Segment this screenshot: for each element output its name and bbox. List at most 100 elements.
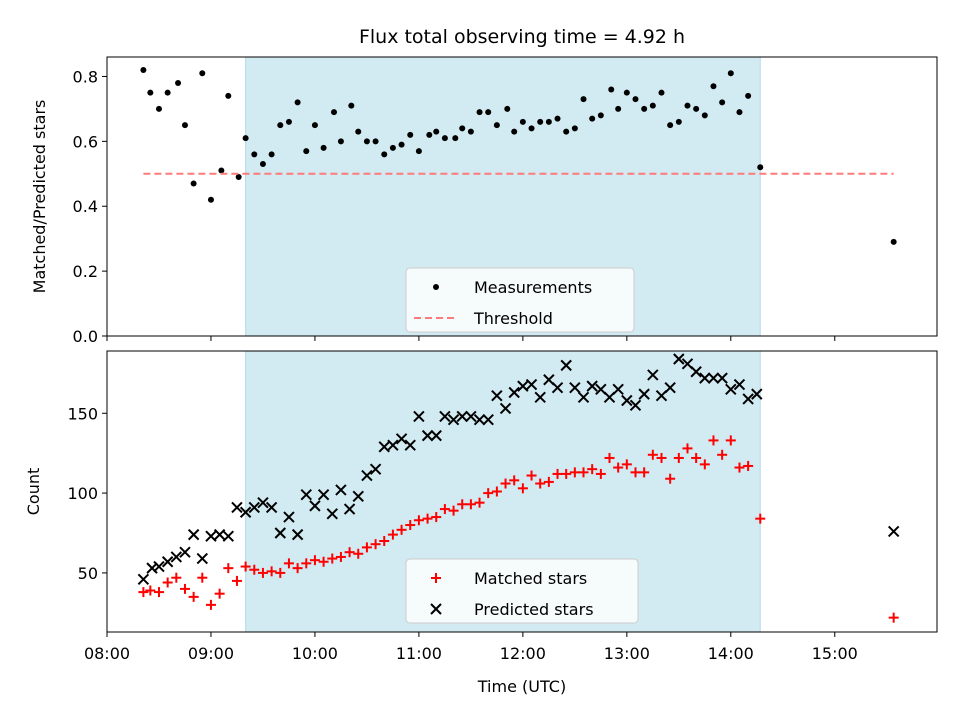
matched-stars-point (682, 443, 693, 454)
measurements-point (615, 105, 622, 112)
matched-stars-point (543, 476, 554, 487)
predicted-stars-point (551, 382, 564, 394)
measurements-point (580, 96, 587, 103)
measurements-point (155, 105, 162, 112)
measurements-point (554, 115, 561, 122)
predicted-stars-point (647, 369, 659, 381)
measurements-point (757, 164, 764, 171)
predicted-stars-point (699, 372, 711, 384)
x-b (300, 488, 312, 501)
measurements-point (320, 144, 327, 151)
x-b (430, 429, 442, 442)
measurements-point (199, 70, 206, 77)
predicted-stars-point (707, 372, 720, 384)
matched-stars-point (301, 558, 312, 569)
measurements-point (441, 135, 448, 142)
matched-stars-point (483, 488, 494, 499)
x-b (153, 560, 165, 573)
x-b (887, 525, 900, 538)
predicted-stars-point (725, 383, 737, 396)
measurements-point (407, 131, 414, 138)
y-tick-label: 0.8 (73, 67, 98, 86)
x-b (395, 433, 408, 445)
matched-stars-point (344, 547, 355, 558)
predicted-stars-point (274, 527, 286, 539)
predicted-stars-point (482, 413, 494, 426)
legend-label: Measurements (474, 278, 592, 297)
measurements-point (259, 161, 266, 168)
x-b (161, 556, 174, 568)
x-b (664, 382, 676, 394)
legend-marker (433, 284, 439, 290)
matched-stars-point (231, 575, 242, 586)
measurements-point (147, 89, 154, 96)
predicted-stars-point (439, 410, 451, 423)
x-b (369, 463, 382, 475)
matched-stars-point (153, 587, 164, 598)
y-tick-label: 0.0 (73, 327, 98, 346)
matched-stars-point (561, 468, 572, 479)
predicted-stars-point (335, 484, 347, 496)
measurements-point (207, 196, 214, 203)
x-b (551, 382, 564, 394)
measurements-point (175, 79, 182, 86)
matched-stars-point (569, 467, 580, 478)
measurements-point (242, 135, 249, 142)
measurements-point (719, 99, 726, 106)
matched-stars-point (257, 567, 268, 578)
matched-stars-point (656, 452, 667, 463)
x-b (543, 374, 555, 386)
predicted-stars-point (352, 490, 364, 502)
x-b (534, 391, 546, 404)
measurements-point (710, 83, 717, 90)
matched-stars-point (223, 563, 234, 574)
predicted-stars-point (343, 503, 356, 515)
matched-stars-point (275, 567, 286, 578)
matched-stars-point (370, 539, 381, 550)
x-b (447, 413, 460, 426)
x-b (612, 383, 624, 396)
predicted-stars-point (404, 439, 416, 451)
predicted-stars-point (161, 556, 174, 568)
measurements-point (632, 96, 639, 103)
x-b (421, 429, 434, 442)
matched-stars-point (422, 513, 433, 524)
measurements-point (684, 102, 691, 109)
measurements-point (563, 128, 570, 135)
measurements-point (608, 86, 615, 93)
predicted-stars-point (231, 501, 243, 514)
predicted-stars-point (413, 410, 425, 423)
predicted-stars-point (621, 394, 633, 407)
x-b (257, 496, 269, 509)
measurements-point (294, 99, 301, 106)
x-b (699, 372, 711, 384)
measurements-point (140, 66, 147, 73)
x-b (517, 380, 529, 392)
measurements-point (348, 102, 355, 109)
predicted-stars-point (751, 388, 763, 400)
matched-stars-point (292, 563, 303, 574)
x-b (283, 511, 295, 523)
measurements-point (589, 115, 596, 122)
matched-stars-point (587, 464, 598, 475)
predicted-stars-point (733, 378, 746, 391)
measurements-point (467, 128, 474, 135)
measurements-point (597, 112, 604, 119)
predicted-stars-point (586, 380, 598, 392)
x-b (404, 439, 416, 451)
matched-stars-point (639, 467, 650, 478)
x-b (569, 382, 581, 394)
measurements-point (727, 70, 734, 77)
matched-stars-point (465, 499, 476, 510)
x-b (231, 501, 243, 514)
measurements-point (649, 102, 656, 109)
matched-stars-point (613, 462, 624, 473)
legend-box (405, 558, 639, 624)
matched-stars-point (457, 499, 468, 510)
matched-stars-point (214, 588, 225, 599)
measurements-point (355, 128, 362, 135)
x-b (439, 410, 451, 423)
measurements-point (251, 151, 258, 158)
predicted-stars-point (283, 511, 295, 523)
